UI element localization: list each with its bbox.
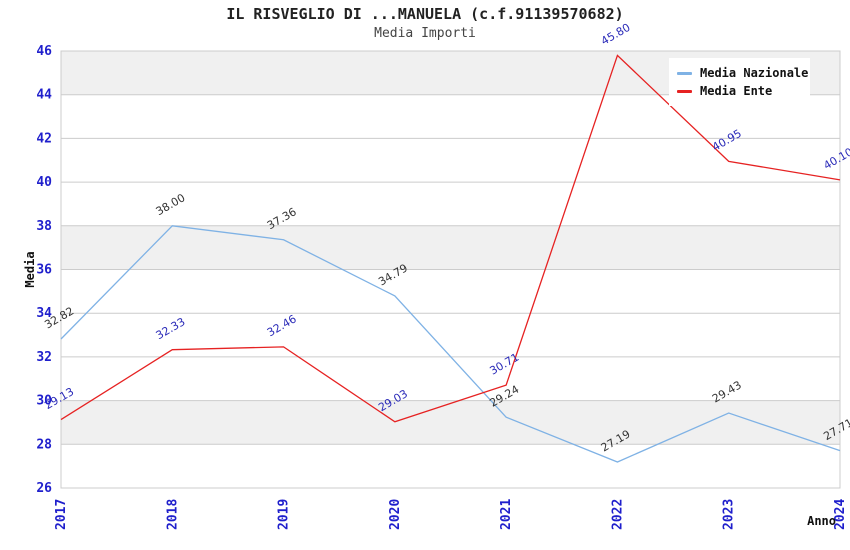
plot-band [61,400,840,445]
x-tick-label: 2020 [388,499,403,530]
y-tick-label: 34 [36,306,52,321]
y-tick-label: 28 [36,437,52,452]
legend-label-media-nazionale: Media Nazionale [700,66,809,80]
chart-subtitle: Media Importi [374,26,476,41]
plot-band [61,225,840,270]
legend: Media Nazionale Media Ente [669,58,810,106]
legend-item-media-ente: Media Ente [677,82,810,100]
y-tick-label: 46 [36,44,52,59]
y-tick-label: 36 [36,263,52,278]
x-tick-label: 2017 [54,499,69,530]
y-tick-label: 30 [36,394,52,409]
chart-title: IL RISVEGLIO DI ...MANUELA (c.f.91139570… [226,5,624,23]
x-tick-label: 2022 [610,499,625,530]
point-label: 30.71 [488,351,522,378]
x-tick-label: 2023 [722,499,737,530]
series-line-0 [60,225,841,463]
legend-swatch-media-ente-icon [677,89,692,93]
y-tick-label: 38 [36,219,52,234]
plot-border [60,50,841,489]
x-tick-label: 2018 [165,499,180,530]
legend-label-media-ente: Media Ente [700,84,773,98]
x-tick-label: 2024 [833,499,848,530]
y-tick-label: 40 [36,175,52,190]
y-axis-title: Media [23,251,37,287]
point-label: 32.33 [154,315,188,342]
y-tick-label: 32 [36,350,52,365]
x-tick-label: 2019 [277,499,292,530]
point-label: 40.95 [710,127,744,154]
y-tick-label: 26 [36,481,52,496]
series-line-1 [60,54,841,423]
point-label: 38.00 [154,191,188,218]
legend-item-media-nazionale: Media Nazionale [677,64,810,82]
point-label: 45.80 [599,21,633,48]
legend-swatch-media-nazionale-icon [677,71,692,75]
point-label: 32.46 [265,312,299,339]
y-tick-label: 44 [36,88,52,103]
x-axis-title: Anno [807,514,836,528]
point-label: 40.10 [821,145,850,172]
y-tick-label: 42 [36,131,52,146]
x-tick-label: 2021 [499,499,514,530]
